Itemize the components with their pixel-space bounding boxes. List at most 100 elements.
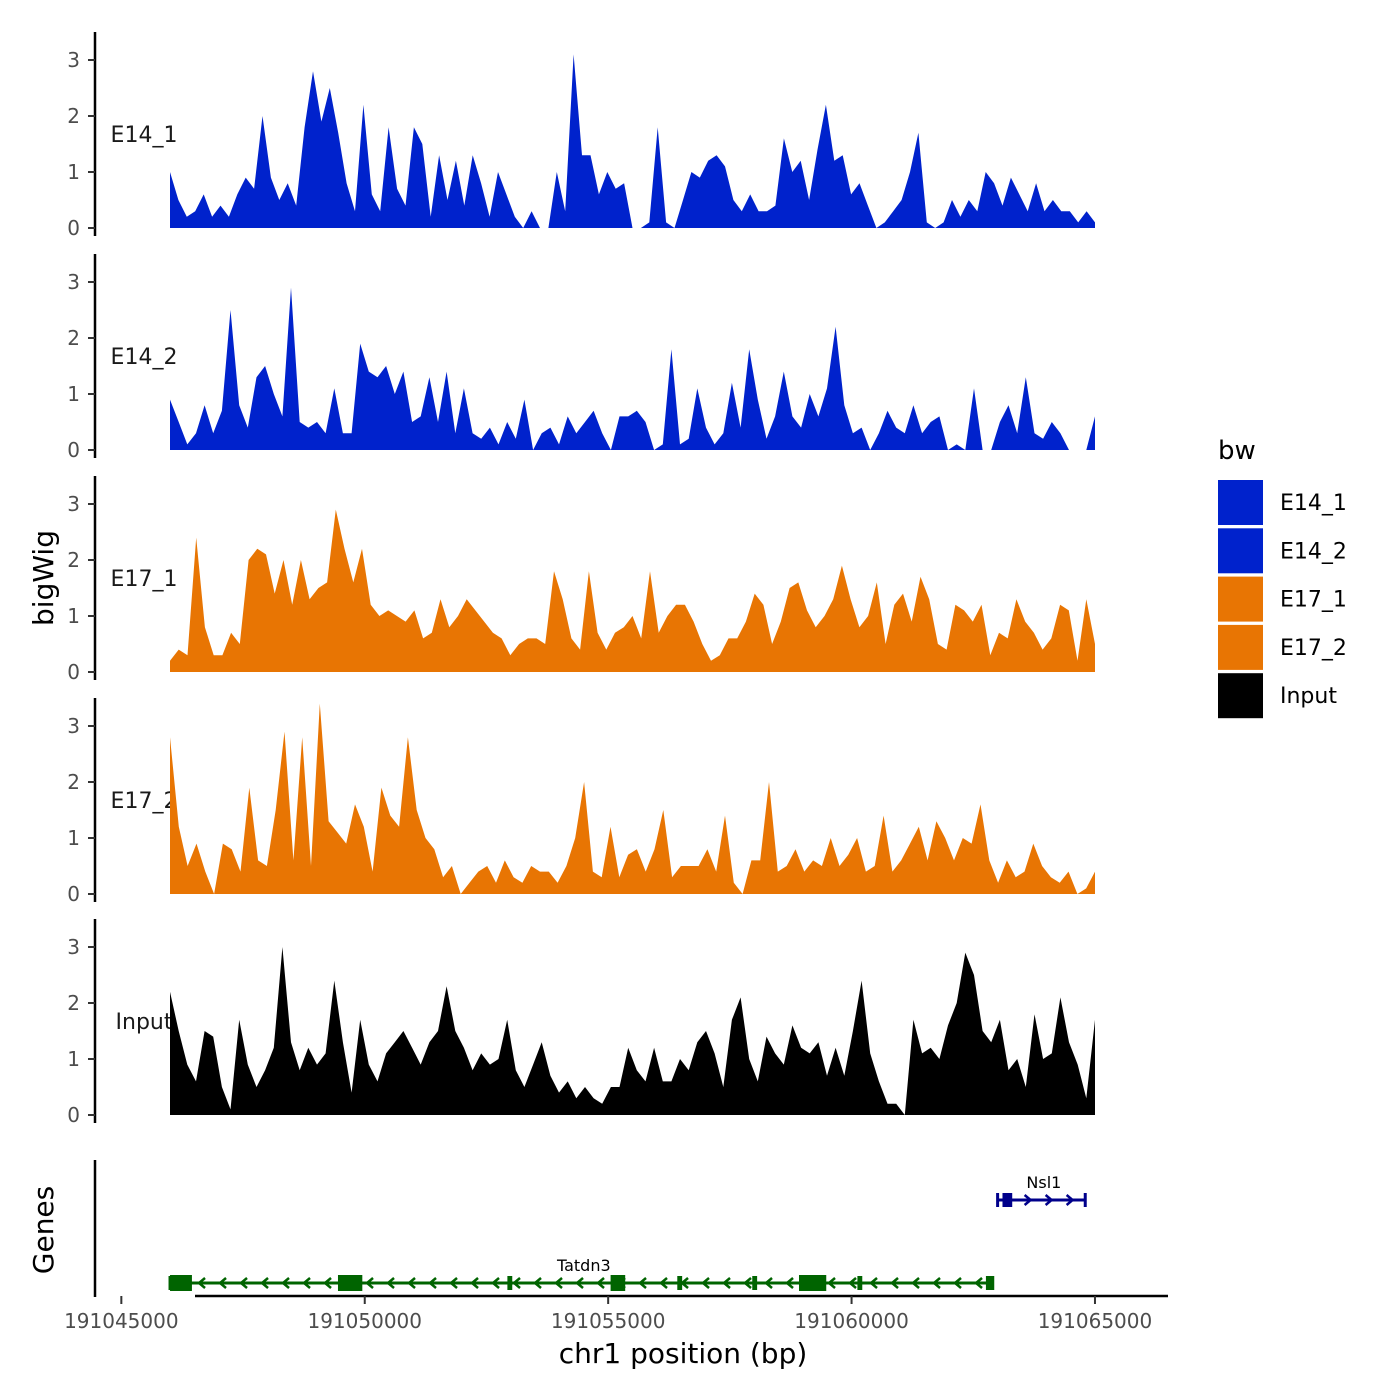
strand-arrow (491, 1277, 500, 1289)
x-tick-label: 191055000 (551, 1309, 666, 1333)
legend-swatch-e14_2 (1218, 528, 1263, 574)
track-label-e14_1: E14_1 (111, 123, 178, 148)
area-e14_2 (170, 287, 1095, 450)
panel-e14_2: 0 1 2 3 E14_2 (67, 254, 1095, 462)
strand-arrow (659, 1277, 668, 1289)
x-tick-label: 191065000 (1038, 1309, 1153, 1333)
strand-arrow (638, 1277, 647, 1289)
legend-label-e17_2: E17_2 (1280, 636, 1347, 661)
legend-label-e14_1: E14_1 (1280, 491, 1347, 516)
y-tick-label: 1 (67, 1047, 80, 1071)
strand-arrow (722, 1277, 731, 1289)
y-tick-label: 1 (67, 160, 80, 184)
legend: bw E14_1 E14_2 E17_1 E17_2 Input (1218, 436, 1347, 719)
x-tick-label: 191045000 (64, 1309, 179, 1333)
strand-arrow (386, 1277, 395, 1289)
legend-label-e14_2: E14_2 (1280, 539, 1347, 564)
panel-e14_1: 0 1 2 3 E14_1 (67, 32, 1095, 240)
strand-arrow (554, 1277, 563, 1289)
strand-arrow (1065, 1194, 1075, 1206)
strand-arrow (260, 1277, 269, 1289)
exon (507, 1276, 513, 1290)
strand-arrow (869, 1277, 878, 1289)
y-tick-label: 3 (67, 48, 80, 72)
strand-arrow (470, 1277, 479, 1289)
strand-arrow (701, 1277, 710, 1289)
panel-input: 0 1 2 3 Input (67, 919, 1095, 1127)
gene-axis-title: Genes (27, 1186, 60, 1274)
strand-arrow (407, 1277, 416, 1289)
strand-arrow (764, 1277, 773, 1289)
strand-arrow (428, 1277, 437, 1289)
strand-arrow (785, 1277, 794, 1289)
x-tick-label: 191050000 (307, 1309, 422, 1333)
area-e17_1 (170, 509, 1095, 672)
legend-title: bw (1218, 436, 1256, 466)
gene-panel: 191045000 191050000 191055000 191060000 1910… (64, 1160, 1168, 1333)
exon (170, 1275, 192, 1291)
legend-label-input: Input (1280, 684, 1337, 709)
area-input (170, 947, 1095, 1115)
x-axis-title: chr1 position (bp) (559, 1337, 808, 1370)
y-tick-label: 0 (67, 882, 80, 906)
y-tick-label: 3 (67, 714, 80, 738)
y-tick-label: 1 (67, 826, 80, 850)
strand-arrow (911, 1277, 920, 1289)
y-tick-label: 0 (67, 438, 80, 462)
exon (337, 1275, 363, 1291)
strand-arrow (239, 1277, 248, 1289)
legend-swatch-input (1218, 673, 1263, 719)
strand-arrow (953, 1277, 962, 1289)
legend-label-e17_1: E17_1 (1280, 588, 1347, 613)
legend-swatch-e17_2 (1218, 624, 1263, 670)
strand-arrow (596, 1277, 605, 1289)
y-tick-label: 1 (67, 382, 80, 406)
strand-arrow (890, 1277, 899, 1289)
y-tick-label: 3 (67, 270, 80, 294)
exon (1002, 1193, 1013, 1207)
gene-tatdn3: Tatdn3 (168, 1256, 995, 1291)
panel-e17_2: 0 1 2 3 E17_2 (67, 698, 1095, 906)
strand-arrow (932, 1277, 941, 1289)
exon (752, 1276, 758, 1290)
strand-arrow (1023, 1194, 1033, 1206)
strand-arrow (197, 1277, 206, 1289)
strand-arrow (533, 1277, 542, 1289)
exon (857, 1276, 863, 1290)
exon (798, 1275, 827, 1291)
strand-arrow (1044, 1194, 1054, 1206)
strand-arrow (302, 1277, 311, 1289)
area-e14_1 (170, 54, 1095, 229)
panel-e17_1: 0 1 2 3 E17_1 (67, 476, 1095, 684)
strand-arrow (743, 1277, 752, 1289)
strand-arrow (848, 1277, 857, 1289)
strand-arrow (512, 1277, 521, 1289)
y-tick-label: 2 (67, 104, 80, 128)
x-tick-label: 191060000 (794, 1309, 909, 1333)
y-tick-label: 1 (67, 604, 80, 628)
y-tick-label: 0 (67, 216, 80, 240)
area-e17_2 (170, 703, 1095, 894)
strand-arrow (323, 1277, 332, 1289)
track-label-e14_2: E14_2 (111, 345, 178, 370)
exon (610, 1275, 626, 1291)
gene-label-tatdn3: Tatdn3 (556, 1256, 611, 1275)
legend-swatch-e14_1 (1218, 480, 1263, 525)
y-tick-label: 0 (67, 660, 80, 684)
y-tick-label: 2 (67, 548, 80, 572)
signal-panels: 0 1 2 3 E14_1 0 1 2 3 E14_2 0 1 2 3 E17_1 0 1 2 3 E17_2 0 1 2 3… (67, 32, 1095, 1127)
exon (677, 1276, 683, 1290)
track-label-input: Input (116, 1010, 173, 1035)
y-tick-label: 3 (67, 492, 80, 516)
track-label-e17_1: E17_1 (111, 567, 178, 592)
y-tick-label: 2 (67, 991, 80, 1015)
gene-label-nsl1: Nsl1 (1026, 1173, 1061, 1192)
track-label-e17_2: E17_2 (111, 789, 178, 814)
strand-arrow (974, 1277, 983, 1289)
legend-swatch-e17_1 (1218, 576, 1263, 622)
strand-arrow (575, 1277, 584, 1289)
strand-arrow (365, 1277, 374, 1289)
y-tick-label: 3 (67, 935, 80, 959)
y-tick-label: 2 (67, 770, 80, 794)
